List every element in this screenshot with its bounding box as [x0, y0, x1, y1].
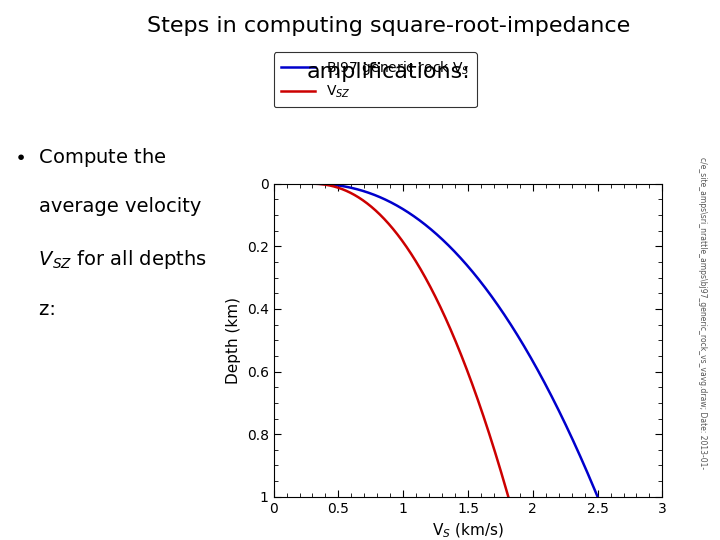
BJ97 generic rock V$_S$	[563, 424, 572, 431]
BJ97 generic rock V$_S$	[409, 212, 418, 219]
V$_{SZ}$	[483, 424, 492, 431]
V$_{SZ}$	[377, 212, 385, 219]
Text: Steps in computing square-root-impedance: Steps in computing square-root-impedance	[147, 16, 631, 36]
BJ97 generic rock V$_S$	[565, 430, 574, 437]
Text: average velocity: average velocity	[14, 197, 202, 216]
V$_{SZ}$	[305, 180, 314, 187]
BJ97 generic rock V$_S$	[305, 180, 314, 187]
BJ97 generic rock V$_S$	[505, 318, 513, 325]
Legend: BJ97 generic rock V$_S$, V$_{SZ}$: BJ97 generic rock V$_S$, V$_{SZ}$	[274, 52, 477, 107]
V$_{SZ}$	[504, 494, 513, 500]
V$_{SZ}$	[438, 307, 446, 314]
Line: V$_{SZ}$: V$_{SZ}$	[310, 184, 508, 497]
Line: BJ97 generic rock V$_S$: BJ97 generic rock V$_S$	[310, 184, 598, 497]
V$_{SZ}$	[443, 318, 451, 325]
BJ97 generic rock V$_S$	[549, 395, 557, 402]
BJ97 generic rock V$_S$	[497, 307, 505, 314]
Text: c/e_site_amps\sri_nrattle_amps\bj97_generic_rock_vs_vavg.draw; Date: 2013-01-: c/e_site_amps\sri_nrattle_amps\bj97_gene…	[698, 157, 706, 469]
BJ97 generic rock V$_S$	[593, 494, 602, 500]
Text: amplifications:: amplifications:	[307, 62, 471, 82]
Text: $V_{SZ}$ for all depths: $V_{SZ}$ for all depths	[14, 248, 207, 272]
Text: z:: z:	[14, 300, 56, 319]
X-axis label: V$_S$ (km/s): V$_S$ (km/s)	[432, 521, 504, 539]
Text: $\bullet$  Compute the: $\bullet$ Compute the	[14, 146, 167, 169]
V$_{SZ}$	[473, 395, 482, 402]
Y-axis label: Depth (km): Depth (km)	[226, 296, 241, 384]
V$_{SZ}$	[485, 430, 493, 437]
